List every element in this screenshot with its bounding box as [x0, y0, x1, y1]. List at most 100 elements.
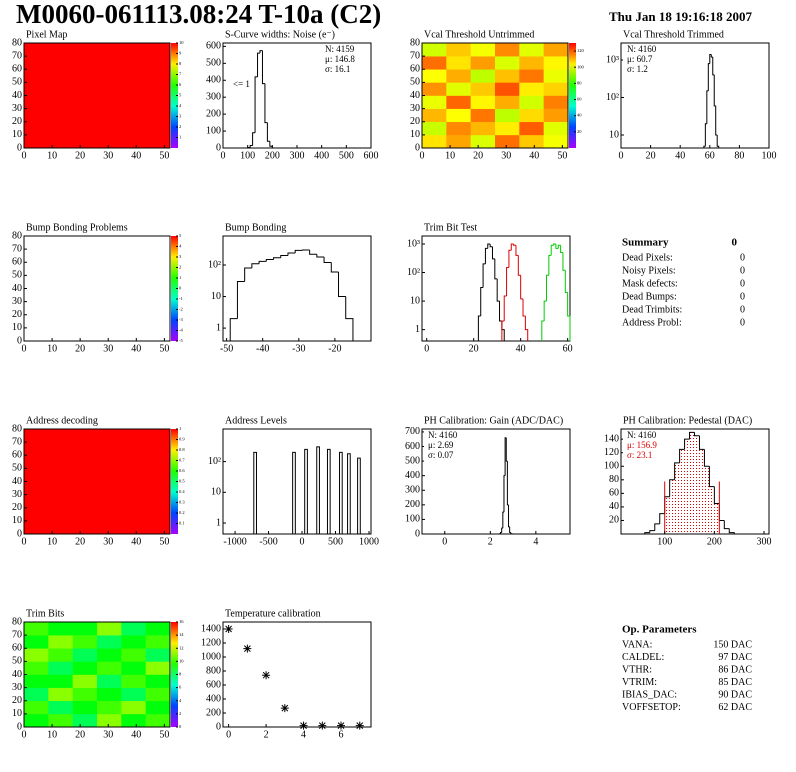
color-bar-label: 1: [179, 135, 181, 140]
histogram-bin: [562, 252, 566, 271]
color-bar-label: 12: [179, 645, 184, 650]
stats-text: N: 4160: [627, 44, 657, 54]
histogram-bin: [316, 446, 320, 534]
y-tick-label: 60: [12, 64, 22, 75]
histogram-bin: [482, 263, 486, 288]
x-tick-label: 40: [529, 150, 539, 161]
histogram-bin: [550, 244, 554, 256]
histogram-bin: [553, 243, 556, 246]
heat-cell: [24, 635, 49, 649]
heat-cell: [24, 648, 49, 662]
heat-cell: [495, 82, 520, 96]
y-tick-label: 20: [410, 116, 420, 127]
histogram-bin: [698, 435, 705, 450]
x-tick-label: 6: [339, 729, 344, 740]
histogram-bin: [716, 134, 720, 148]
histogram-bin: [252, 132, 256, 146]
histogram-bin: [496, 278, 500, 302]
histogram-bin: [236, 280, 245, 319]
param-value: 86 DAC: [718, 664, 752, 675]
x-tick-label: 200: [707, 536, 722, 547]
color-bar-label: 0.5: [179, 479, 185, 484]
heat-cell: [422, 95, 447, 109]
y-tick-label: 20: [609, 515, 619, 526]
heat-cell: [543, 69, 569, 83]
heat-cell: [97, 622, 122, 636]
y-tick-label: 70: [12, 629, 22, 640]
x-tick-label: 0: [22, 150, 27, 161]
y-tick-label: 0: [415, 142, 420, 153]
y-tick-label: 100: [206, 125, 221, 136]
y-tick-label: 10: [211, 487, 221, 498]
x-tick-label: 100: [762, 150, 777, 161]
panel-title: Trim Bit Test: [424, 222, 477, 233]
histogram-bin: [505, 437, 508, 462]
histogram-bin: [506, 461, 509, 506]
stats-text: μ: 2.69: [428, 440, 454, 450]
panel-title: Temperature calibration: [225, 608, 321, 619]
histogram-bin: [707, 63, 710, 91]
x-tick-label: -40: [256, 343, 269, 354]
color-bar-label: 3: [179, 254, 182, 259]
histogram-bin: [713, 486, 720, 505]
y-tick-label: 400: [206, 75, 221, 86]
fit-fill: [704, 466, 710, 534]
heat-cell: [72, 635, 98, 649]
heat-cell: [422, 56, 447, 70]
scatter-point: [262, 671, 271, 680]
color-bar-label: 2: [179, 265, 181, 270]
heat-cell: [446, 108, 471, 123]
heat-cell: [24, 429, 171, 535]
color-bar-label: 80: [577, 80, 582, 85]
color-bar: [171, 236, 178, 341]
histogram-bin: [694, 432, 700, 437]
histogram-bin: [253, 451, 257, 534]
y-tick-label: 600: [206, 41, 221, 52]
heat-cell: [470, 108, 496, 123]
y-tick-label: 10: [12, 322, 22, 333]
heat-cell: [446, 95, 471, 109]
y-tick-label: 60: [609, 488, 619, 499]
stats-text: N: 4160: [627, 430, 657, 440]
x-tick-label: -50: [220, 343, 233, 354]
heat-cell: [495, 108, 520, 123]
y-tick-label: 30: [12, 296, 22, 307]
x-tick-label: 40: [675, 150, 685, 161]
stats-box: [424, 430, 472, 462]
heat-cell: [470, 69, 496, 83]
histogram-bin: [273, 257, 281, 260]
heat-cell: [97, 661, 122, 675]
y-tick-label: 10: [211, 291, 221, 302]
x-tick-label: 40: [131, 729, 141, 740]
summary-value: 0: [740, 291, 745, 302]
histogram-bin: [503, 475, 506, 513]
x-tick-label: 0: [22, 536, 27, 547]
color-bar: [171, 43, 178, 148]
heat-cell: [97, 700, 122, 715]
histogram-bin: [309, 249, 317, 255]
y-tick-label: 20: [12, 309, 22, 320]
histogram-bin: [480, 286, 484, 317]
page-title: M0060-061113.08:24 T-10a (C2): [16, 0, 381, 29]
y-tick-label: 0: [17, 142, 22, 153]
heat-cell: [145, 622, 171, 636]
y-tick-label: 10: [12, 515, 22, 526]
y-tick-label: 80: [12, 230, 22, 241]
histogram-bin: [265, 258, 274, 262]
plot-frame: [222, 621, 372, 728]
histogram-bin: [557, 244, 561, 249]
histogram-bin: [708, 466, 715, 488]
histogram-bin: [541, 320, 545, 341]
heat-cell: [97, 674, 122, 688]
y-tick-label: 0: [216, 142, 221, 153]
x-tick-label: 20: [646, 150, 656, 161]
summary-value: 0: [740, 265, 745, 276]
histogram-bin: [508, 249, 512, 268]
y-tick-label: 10³: [407, 238, 420, 249]
histogram-bin: [304, 448, 308, 534]
histogram-bin: [249, 144, 253, 148]
summary-label: Noisy Pixels:: [622, 265, 676, 276]
y-tick-label: 70: [12, 50, 22, 61]
heat-cell: [495, 95, 520, 109]
color-bar-label: 0.7: [179, 458, 185, 463]
